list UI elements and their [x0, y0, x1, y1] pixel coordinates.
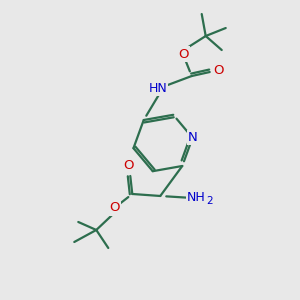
Text: O: O [214, 64, 224, 76]
Text: HN: HN [148, 82, 167, 94]
Text: O: O [109, 202, 119, 214]
Text: O: O [123, 160, 134, 172]
Text: NH: NH [187, 191, 206, 205]
Text: 2: 2 [206, 196, 213, 206]
Text: N: N [188, 131, 197, 144]
Text: O: O [178, 47, 189, 61]
